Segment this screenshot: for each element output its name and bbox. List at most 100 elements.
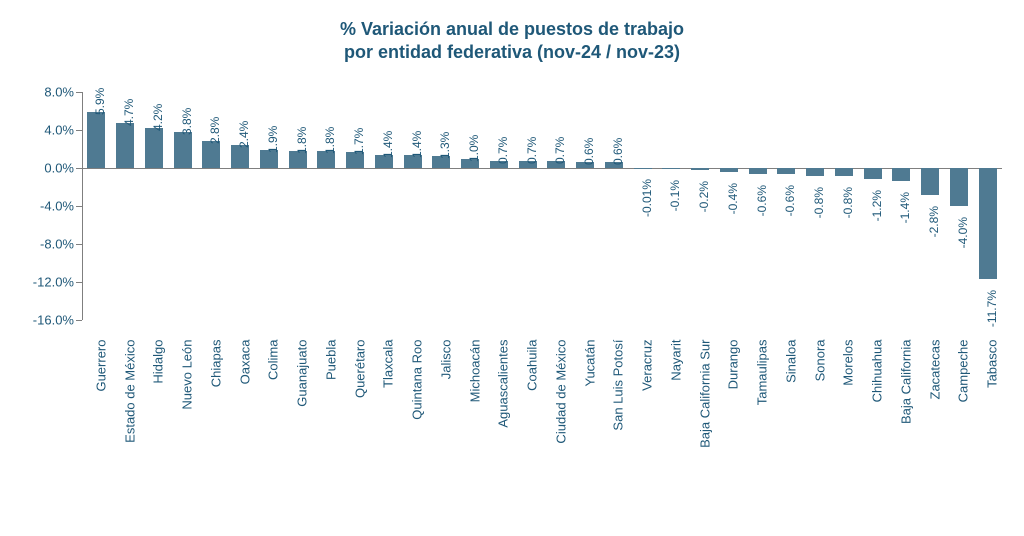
value-label: -0.8% — [812, 187, 826, 218]
category-label: Durango — [726, 340, 741, 390]
value-label: 1.9% — [266, 126, 280, 153]
category-label: Yucatán — [582, 340, 597, 387]
chart-title-line1: % Variación anual de puestos de trabajo — [340, 19, 684, 39]
category-label: Tabasco — [985, 340, 1000, 388]
y-axis — [82, 92, 83, 320]
value-label: 4.2% — [151, 104, 165, 131]
category-label: Morelos — [841, 340, 856, 386]
value-label: -1.2% — [870, 190, 884, 221]
category-label: Guerrero — [93, 340, 108, 392]
bar — [634, 168, 652, 169]
category-label: Campeche — [956, 340, 971, 403]
bar — [116, 123, 134, 168]
y-tick — [76, 130, 82, 131]
value-label: -2.8% — [927, 206, 941, 237]
category-label: Jalisco — [438, 340, 453, 380]
value-label: -0.01% — [640, 179, 654, 217]
category-label: Nayarit — [668, 340, 683, 381]
category-label: Oaxaca — [237, 340, 252, 385]
category-label: Guanajuato — [295, 340, 310, 407]
category-label: Baja California — [898, 340, 913, 425]
category-label: Nuevo León — [180, 340, 195, 410]
value-label: 1.4% — [410, 130, 424, 157]
category-label: Chihuahua — [870, 340, 885, 403]
y-tick-label: -4.0% — [40, 199, 74, 214]
category-label: Hidalgo — [151, 340, 166, 384]
bar — [921, 168, 939, 195]
category-label: Tlaxcala — [381, 340, 396, 388]
value-label: 4.7% — [122, 99, 136, 126]
bar — [662, 168, 680, 169]
value-label: -11.7% — [985, 290, 999, 327]
value-label: 0.7% — [496, 137, 510, 164]
value-label: 3.8% — [180, 108, 194, 135]
value-label: 1.0% — [467, 134, 481, 161]
value-label: 2.8% — [208, 117, 222, 144]
y-tick-label: 0.0% — [44, 161, 74, 176]
bar — [979, 168, 997, 279]
category-label: Baja California Sur — [697, 340, 712, 448]
value-label: 5.9% — [93, 88, 107, 115]
category-label: Quintana Roo — [410, 340, 425, 420]
value-label: 0.6% — [611, 138, 625, 165]
category-label: Estado de México — [122, 340, 137, 443]
value-label: -0.6% — [783, 185, 797, 216]
value-label: -0.1% — [668, 180, 682, 211]
bar — [231, 145, 249, 168]
value-label: 1.3% — [438, 131, 452, 158]
category-label: San Luis Potosí — [611, 340, 626, 431]
category-label: Sonora — [812, 340, 827, 382]
category-label: Zacatecas — [927, 340, 942, 400]
bar — [835, 168, 853, 176]
value-label: 1.8% — [295, 127, 309, 154]
value-label: -0.2% — [697, 181, 711, 212]
category-label: Coahuila — [525, 340, 540, 391]
bar — [864, 168, 882, 179]
value-label: 2.4% — [237, 121, 251, 148]
bar — [145, 128, 163, 168]
y-tick-label: -8.0% — [40, 237, 74, 252]
bar — [691, 168, 709, 170]
category-label: Chiapas — [208, 340, 223, 388]
category-label: Sinaloa — [783, 340, 798, 383]
chart-title: % Variación anual de puestos de trabajo … — [0, 18, 1024, 63]
value-label: -0.8% — [841, 187, 855, 218]
value-label: 0.6% — [582, 138, 596, 165]
chart-title-line2: por entidad federativa (nov-24 / nov-23) — [344, 42, 680, 62]
bar — [720, 168, 738, 172]
y-tick — [76, 320, 82, 321]
y-tick-label: 4.0% — [44, 123, 74, 138]
y-tick-label: 8.0% — [44, 85, 74, 100]
chart-container: % Variación anual de puestos de trabajo … — [0, 0, 1024, 536]
value-label: -1.4% — [898, 192, 912, 223]
y-tick-label: -12.0% — [33, 275, 74, 290]
bar — [777, 168, 795, 174]
value-label: 0.7% — [553, 137, 567, 164]
value-label: -0.6% — [755, 185, 769, 216]
bar — [950, 168, 968, 206]
bar — [87, 112, 105, 168]
category-label: Querétaro — [352, 340, 367, 399]
value-label: 1.8% — [323, 127, 337, 154]
bar — [749, 168, 767, 174]
category-label: Aguascalientes — [496, 340, 511, 428]
y-tick — [76, 92, 82, 93]
value-label: 0.7% — [525, 137, 539, 164]
bar — [202, 141, 220, 168]
value-label: 1.4% — [381, 130, 395, 157]
value-label: -0.4% — [726, 183, 740, 214]
bar — [174, 132, 192, 168]
bar — [806, 168, 824, 176]
y-tick-label: -16.0% — [33, 313, 74, 328]
value-label: 1.7% — [352, 127, 366, 154]
category-label: Ciudad de México — [553, 340, 568, 444]
category-label: Colima — [266, 340, 281, 380]
value-label: -4.0% — [956, 217, 970, 248]
category-label: Veracruz — [640, 340, 655, 391]
category-label: Michoacán — [467, 340, 482, 403]
category-label: Tamaulipas — [755, 340, 770, 406]
bar — [892, 168, 910, 181]
y-tick — [76, 244, 82, 245]
y-tick — [76, 282, 82, 283]
y-tick — [76, 206, 82, 207]
